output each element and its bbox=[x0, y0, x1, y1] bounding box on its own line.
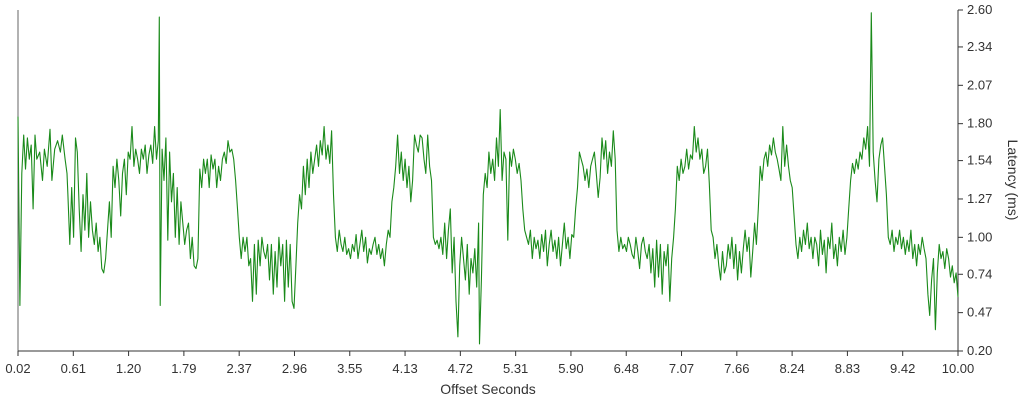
x-axis-title: Offset Seconds bbox=[440, 381, 535, 397]
x-tick-label: 10.00 bbox=[942, 361, 975, 376]
x-tick-label: 7.66 bbox=[724, 361, 749, 376]
x-tick-label: 0.02 bbox=[5, 361, 30, 376]
y-tick-label: 0.20 bbox=[967, 343, 992, 358]
x-tick-label: 1.79 bbox=[171, 361, 196, 376]
x-tick-label: 4.72 bbox=[448, 361, 473, 376]
y-axis-title: Latency (ms) bbox=[1005, 140, 1021, 221]
series-line-0 bbox=[17, 12, 959, 345]
y-axis-ticks: 0.20 0.47 0.74 1.00 1.27 1.54 1.80 2.07 2.34 2.60 bbox=[958, 2, 992, 358]
x-tick-label: 8.24 bbox=[779, 361, 804, 376]
y-tick-label: 1.00 bbox=[967, 229, 992, 244]
y-tick-label: 1.54 bbox=[967, 153, 992, 168]
y-tick-label: 2.07 bbox=[967, 77, 992, 92]
x-tick-label: 4.13 bbox=[392, 361, 417, 376]
x-tick-label: 3.55 bbox=[337, 361, 362, 376]
x-tick-label: 0.61 bbox=[61, 361, 86, 376]
x-tick-label: 9.42 bbox=[890, 361, 915, 376]
x-tick-label: 2.96 bbox=[282, 361, 307, 376]
y-tick-label: 1.80 bbox=[967, 116, 992, 131]
x-tick-label: 7.07 bbox=[669, 361, 694, 376]
series-group bbox=[17, 12, 959, 345]
x-tick-label: 2.37 bbox=[227, 361, 252, 376]
y-tick-label: 2.34 bbox=[967, 39, 992, 54]
y-tick-label: 2.60 bbox=[967, 2, 992, 17]
x-axis-ticks: 0.02 0.61 1.20 1.79 2.37 2.96 3.55 4.13 4.72 5.31… bbox=[5, 351, 974, 376]
y-tick-label: 0.74 bbox=[967, 266, 992, 281]
x-tick-label: 5.31 bbox=[503, 361, 528, 376]
y-tick-label: 1.27 bbox=[967, 191, 992, 206]
x-tick-label: 5.90 bbox=[558, 361, 583, 376]
x-tick-label: 6.48 bbox=[614, 361, 639, 376]
x-tick-label: 1.20 bbox=[116, 361, 141, 376]
x-tick-label: 8.83 bbox=[835, 361, 860, 376]
y-tick-label: 0.47 bbox=[967, 305, 992, 320]
